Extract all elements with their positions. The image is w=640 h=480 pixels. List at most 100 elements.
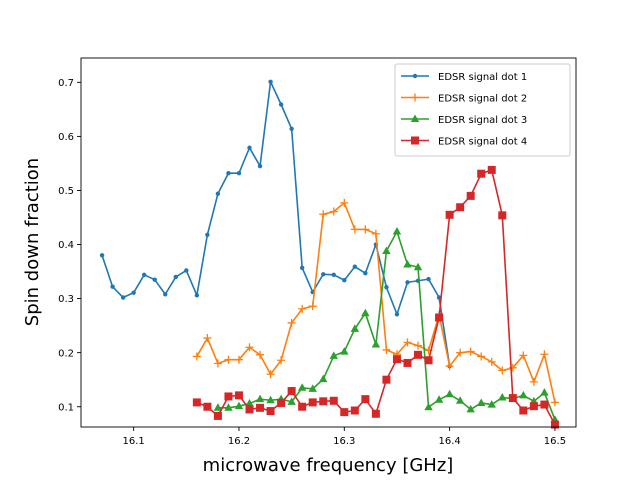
data-point (392, 355, 401, 364)
legend-item-dot-4: EDSR signal dot 4 (401, 136, 527, 148)
data-point (445, 389, 454, 398)
data-point (163, 292, 168, 297)
data-point (361, 225, 370, 234)
legend-marker (410, 114, 420, 122)
data-point (331, 272, 336, 278)
data-point (192, 352, 201, 361)
data-point (550, 398, 559, 407)
data-point (298, 402, 307, 411)
data-point (371, 340, 381, 348)
data-point (466, 404, 475, 413)
data-point (487, 165, 496, 174)
y-tick-label: 0.5 (58, 186, 74, 197)
data-point (508, 394, 517, 403)
data-point (426, 276, 431, 282)
data-point (224, 403, 233, 411)
series-dot-2 (192, 198, 559, 407)
data-point (350, 225, 359, 234)
data-point (498, 366, 507, 375)
data-point (256, 403, 265, 412)
series-dot-4 (192, 165, 559, 429)
data-point (266, 395, 275, 404)
data-point (414, 341, 423, 350)
data-point (319, 210, 328, 219)
data-point (266, 370, 275, 379)
data-point (256, 350, 265, 359)
data-point (384, 285, 389, 290)
data-point (371, 409, 380, 418)
legend-marker (411, 136, 419, 145)
data-point (289, 126, 294, 132)
legend-marker (412, 73, 418, 79)
legend-marker (411, 93, 419, 102)
data-point (529, 377, 538, 386)
data-point (278, 102, 284, 107)
data-point (342, 278, 347, 283)
y-tick-label: 0.1 (58, 402, 74, 413)
data-point (299, 265, 305, 270)
data-point (236, 170, 242, 176)
data-point (215, 191, 221, 196)
data-point (414, 350, 423, 359)
data-point (340, 408, 349, 417)
data-point (519, 351, 528, 360)
data-point (298, 304, 307, 313)
data-point (226, 170, 231, 176)
data-point (308, 384, 317, 392)
data-point (477, 398, 486, 406)
data-point (540, 350, 549, 359)
data-point (436, 295, 442, 300)
data-point (477, 352, 486, 361)
legend-label: EDSR signal dot 3 (438, 115, 527, 126)
legend-label: EDSR signal dot 2 (438, 94, 527, 105)
x-tick-label: 16.2 (228, 436, 250, 447)
data-point (308, 398, 317, 407)
data-point (350, 324, 360, 332)
data-point (445, 362, 454, 371)
data-point (266, 407, 275, 416)
y-tick-label: 0.4 (58, 240, 74, 251)
data-point (192, 398, 201, 407)
y-axis-label: Spin down fraction (22, 158, 43, 326)
data-point (245, 343, 254, 352)
data-point (287, 318, 296, 327)
data-point (550, 420, 559, 429)
data-point (361, 308, 370, 317)
data-point (224, 392, 233, 401)
data-point (247, 145, 252, 150)
data-point (321, 272, 326, 277)
data-point (255, 394, 265, 403)
x-axis: 16.1 16.2 16.3 16.4 16.5 (123, 427, 566, 447)
data-point (120, 295, 126, 300)
data-point (487, 357, 496, 366)
data-point (277, 398, 286, 407)
data-point (455, 396, 465, 404)
data-point (435, 313, 444, 322)
data-point (382, 375, 391, 384)
data-point (382, 246, 391, 255)
data-point (224, 355, 233, 364)
legend-item-dot-2: EDSR signal dot 2 (401, 93, 527, 105)
data-point (363, 270, 368, 276)
plot-area (80, 57, 577, 429)
data-point (540, 400, 549, 409)
x-tick-label: 16.5 (544, 436, 566, 447)
data-point (234, 355, 243, 364)
data-point (319, 374, 328, 383)
data-point (361, 395, 370, 404)
data-point (424, 356, 433, 365)
axes-frame (80, 57, 577, 428)
x-tick-label: 16.3 (333, 436, 355, 447)
data-point (466, 191, 475, 200)
data-point (477, 169, 486, 178)
data-point (540, 388, 549, 396)
y-axis: 0.1 0.2 0.3 0.4 0.5 0.6 0.7 (58, 78, 81, 413)
data-point (392, 227, 402, 235)
data-point (234, 391, 243, 400)
legend-label: EDSR signal dot 4 (438, 137, 527, 148)
data-point (394, 312, 400, 317)
data-point (194, 293, 200, 298)
data-point (466, 347, 475, 356)
data-point (445, 210, 454, 219)
